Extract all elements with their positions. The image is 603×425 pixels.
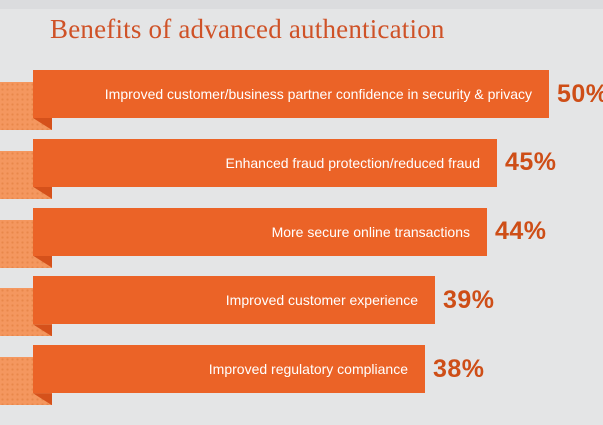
bar-value: 44%	[495, 217, 547, 246]
bar-value: 50%	[557, 79, 603, 108]
chart-row: Improved customer/business partner confi…	[0, 70, 603, 130]
bar-value: 38%	[433, 354, 485, 383]
bar-value: 39%	[443, 285, 495, 314]
bar-value: 45%	[505, 148, 557, 177]
chart-row: More secure online transactions 44%	[0, 207, 603, 268]
bar: Enhanced fraud protection/reduced fraud	[33, 138, 497, 187]
chart-row: Improved customer experience 39%	[0, 276, 603, 337]
bar-label: More secure online transactions	[271, 223, 470, 240]
chart-title: Benefits of advanced authentication	[50, 14, 445, 44]
chart-row: Improved regulatory compliance 38%	[0, 345, 603, 406]
bar: Improved regulatory compliance	[33, 345, 425, 394]
chart-row: Enhanced fraud protection/reduced fraud 4…	[0, 138, 603, 199]
bar-label: Enhanced fraud protection/reduced fraud	[225, 154, 480, 171]
top-strip	[0, 0, 603, 9]
bar: More secure online transactions	[33, 207, 487, 256]
bar-label: Improved regulatory compliance	[208, 361, 408, 378]
bar: Improved customer/business partner confi…	[33, 70, 549, 118]
bar-label: Improved customer/business partner confi…	[104, 86, 532, 102]
bar: Improved customer experience	[33, 276, 435, 325]
bar-label: Improved customer experience	[225, 292, 418, 309]
